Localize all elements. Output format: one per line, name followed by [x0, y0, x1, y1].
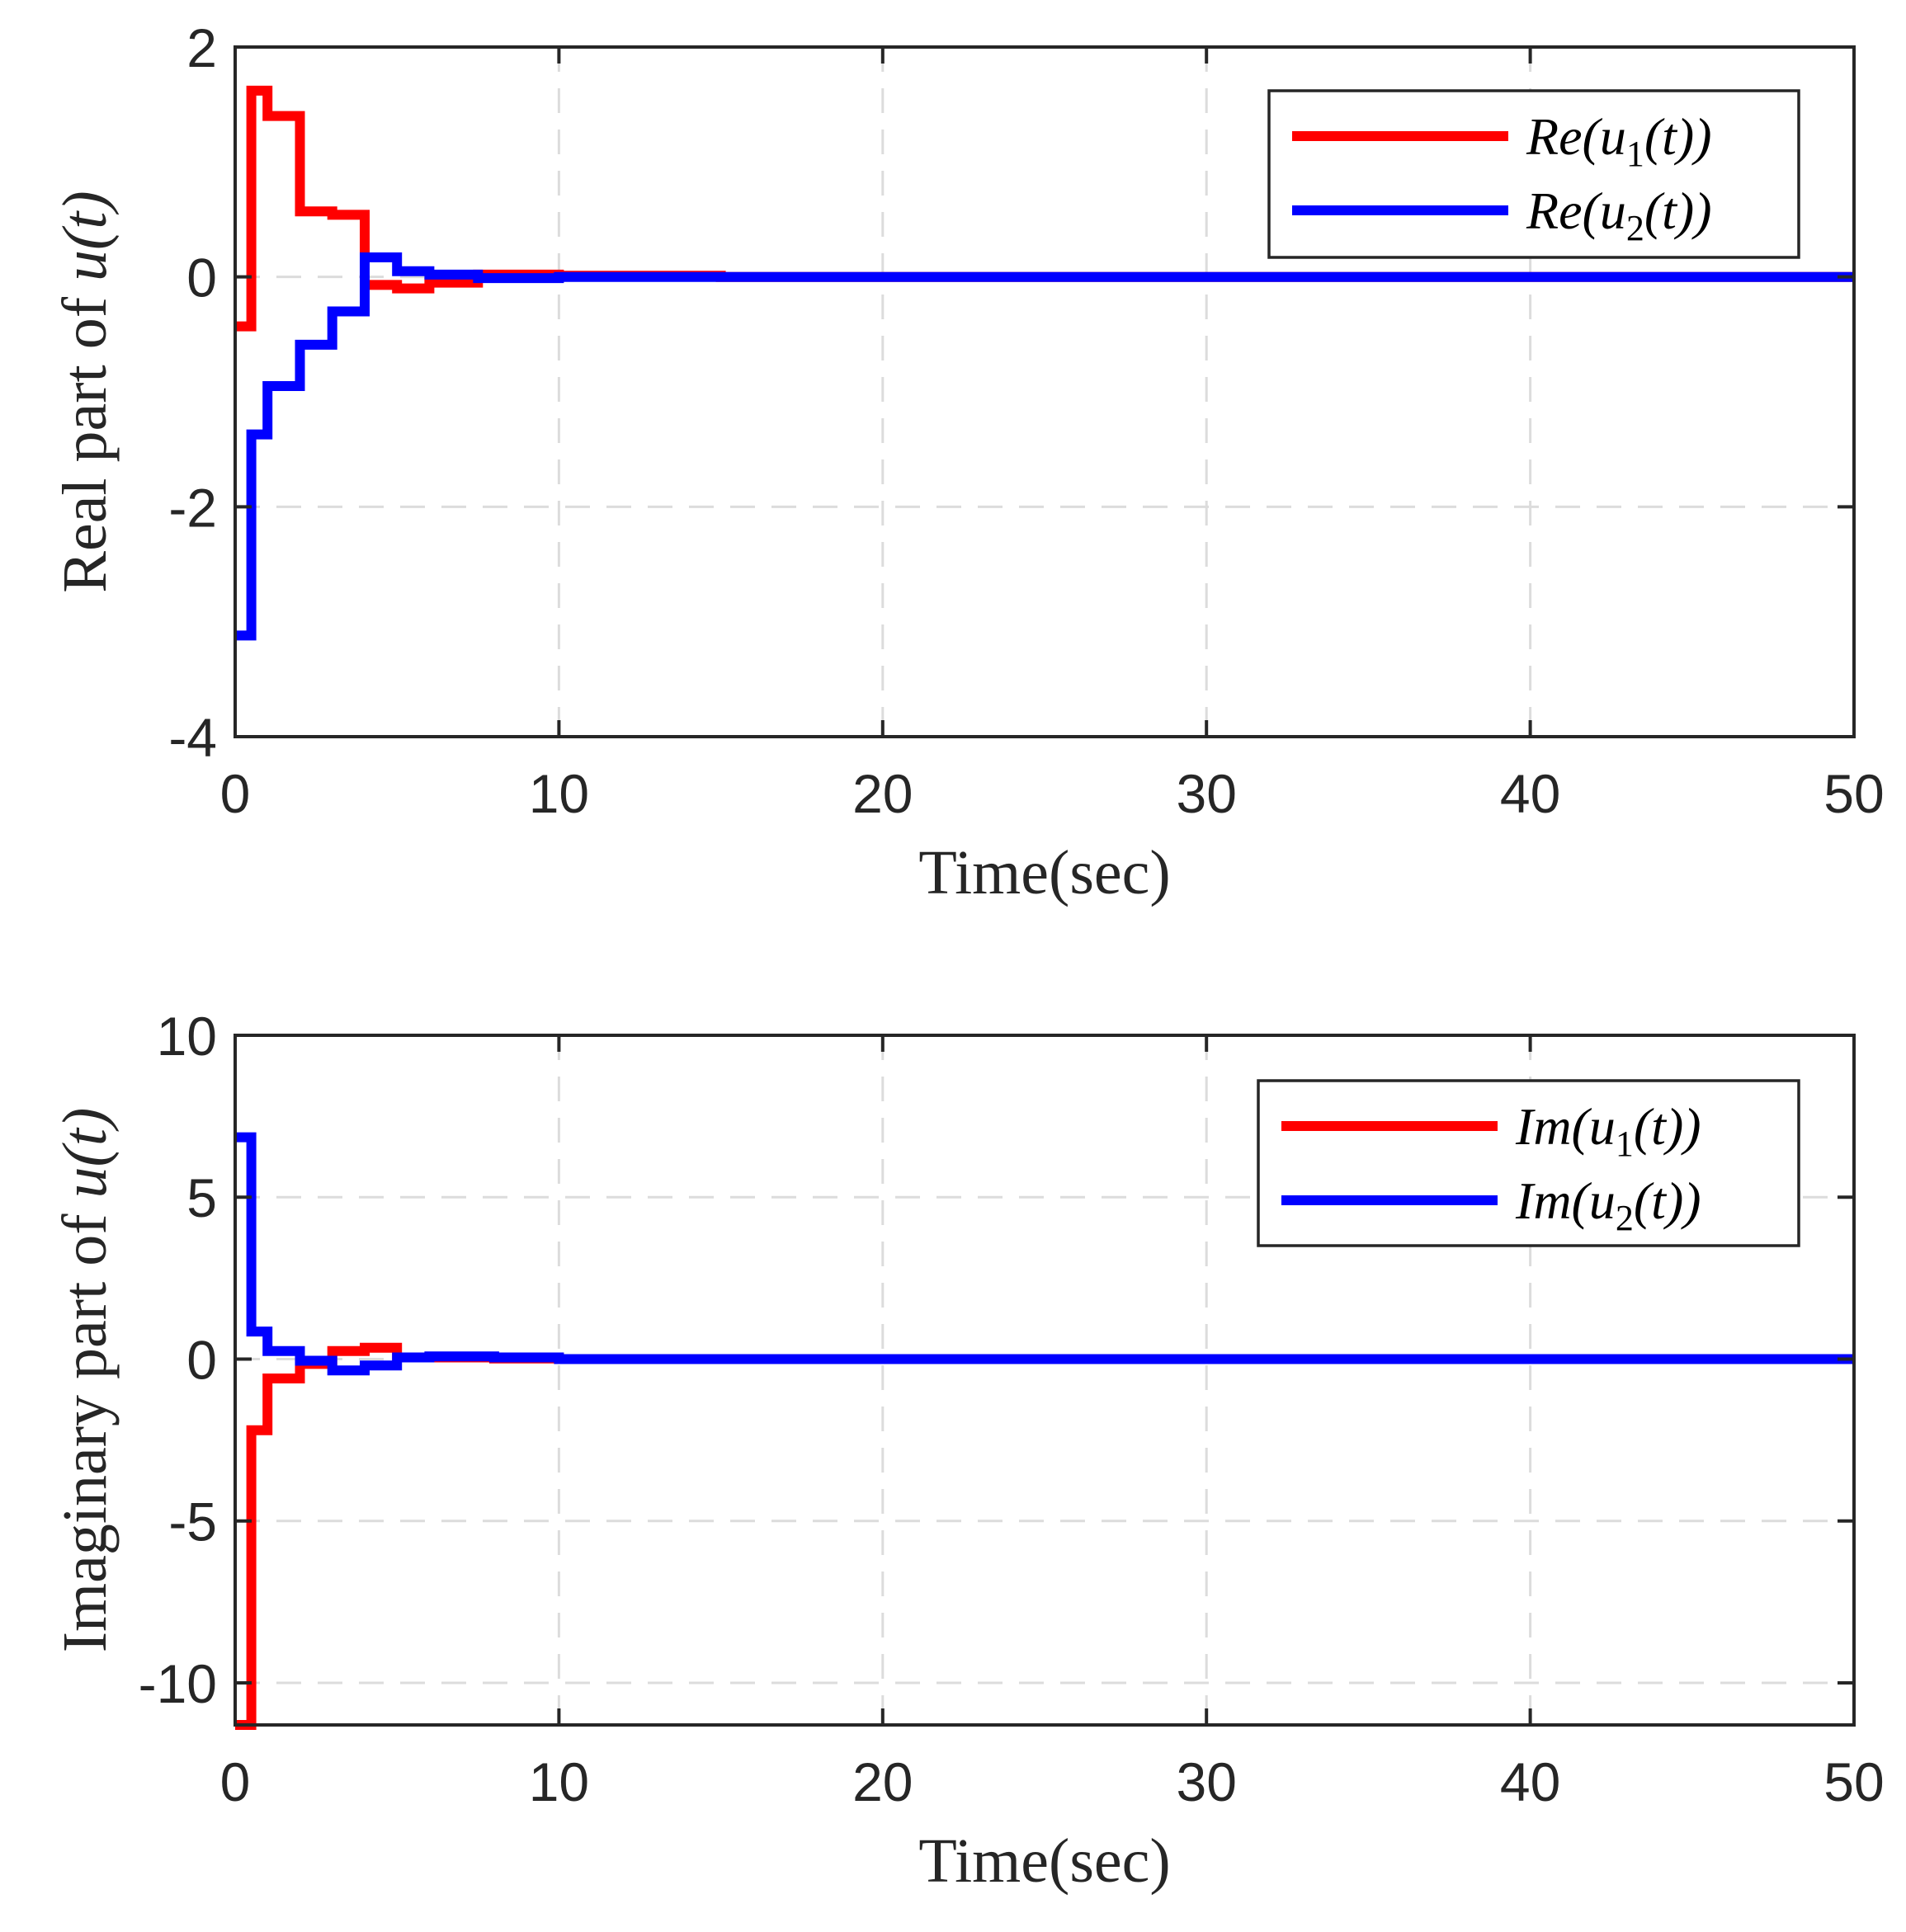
- x-tick-label: 10: [529, 1751, 589, 1812]
- x-axis-label: Time(sec): [918, 1826, 1170, 1896]
- legend-label-base: Re(u: [1526, 181, 1626, 240]
- y-axis-label-text: Real part of: [50, 281, 120, 593]
- y-tick-label: -4: [168, 707, 217, 768]
- x-axis-label: Time(sec): [918, 838, 1170, 907]
- legend-label-1: Re(u1(t)): [1526, 107, 1712, 174]
- legend-label-base: Re(u: [1526, 107, 1626, 166]
- x-tick-label: 40: [1500, 1751, 1560, 1812]
- legend-label-tail: (t)): [1634, 1097, 1701, 1156]
- legend-label-subscript: 1: [1616, 1124, 1634, 1164]
- y-axis-label-math: u(t): [50, 1108, 120, 1199]
- x-tick-label: 30: [1176, 763, 1236, 824]
- legend-box: [1267, 89, 1800, 259]
- legend: Re(u1(t))Re(u2(t)): [1267, 89, 1800, 259]
- legend-label-tail: (t)): [1644, 107, 1712, 166]
- x-tick-label: 50: [1823, 1751, 1884, 1812]
- legend-label-base: Im(u: [1515, 1097, 1616, 1156]
- y-tick-label: 0: [186, 247, 217, 309]
- y-tick-label: 0: [186, 1329, 217, 1390]
- x-tick-label: 40: [1500, 763, 1560, 824]
- chart-imaginary-part: 0 10 20 30 40 50 -10 -5 0 5 10 Time(sec) Imaginary p…: [50, 1006, 1885, 1896]
- y-axis-label-math: u(t): [50, 191, 120, 281]
- x-tick-label: 30: [1176, 1751, 1236, 1812]
- legend-box: [1257, 1079, 1800, 1247]
- y-tick-label: 10: [157, 1006, 217, 1067]
- y-axis-label-text: Imaginary part of: [50, 1198, 120, 1652]
- x-tick-label: 10: [529, 763, 589, 824]
- y-axis-label: Imaginary part of u(t): [50, 1108, 120, 1653]
- legend-label-subscript: 1: [1626, 134, 1644, 174]
- axes-frame: [234, 1034, 1856, 1727]
- x-tick-label: 20: [852, 1751, 913, 1812]
- x-tick-label: 50: [1823, 763, 1884, 824]
- series-line-2: [235, 1132, 1854, 1376]
- y-tick-label: 2: [186, 17, 217, 78]
- y-tick-label: -10: [139, 1653, 217, 1714]
- y-axis-label: Real part of u(t): [50, 191, 120, 592]
- legend-label-1: Im(u1(t)): [1515, 1097, 1701, 1164]
- series-line-2: [235, 252, 1854, 641]
- legend-label-2: Im(u2(t)): [1515, 1171, 1701, 1238]
- y-tick-label: -2: [168, 477, 217, 538]
- legend: Im(u1(t))Im(u2(t)): [1257, 1079, 1800, 1247]
- axes-frame: [234, 45, 1856, 738]
- chart-real-part: 0 10 20 30 40 50 -4 -2 0 2 Time(sec) Real part of u…: [50, 17, 1885, 907]
- legend-label-tail: (t)): [1634, 1171, 1701, 1230]
- legend-label-tail: (t)): [1644, 181, 1712, 240]
- legend-label-subscript: 2: [1616, 1198, 1634, 1238]
- y-tick-label: -5: [168, 1491, 217, 1553]
- x-tick-label: 0: [220, 763, 251, 824]
- legend-label-base: Im(u: [1515, 1171, 1616, 1230]
- legend-label-2: Re(u2(t)): [1526, 181, 1712, 248]
- y-tick-label: 5: [186, 1167, 217, 1228]
- legend-label-subscript: 2: [1626, 208, 1644, 248]
- x-tick-label: 20: [852, 763, 913, 824]
- x-tick-label: 0: [220, 1751, 251, 1812]
